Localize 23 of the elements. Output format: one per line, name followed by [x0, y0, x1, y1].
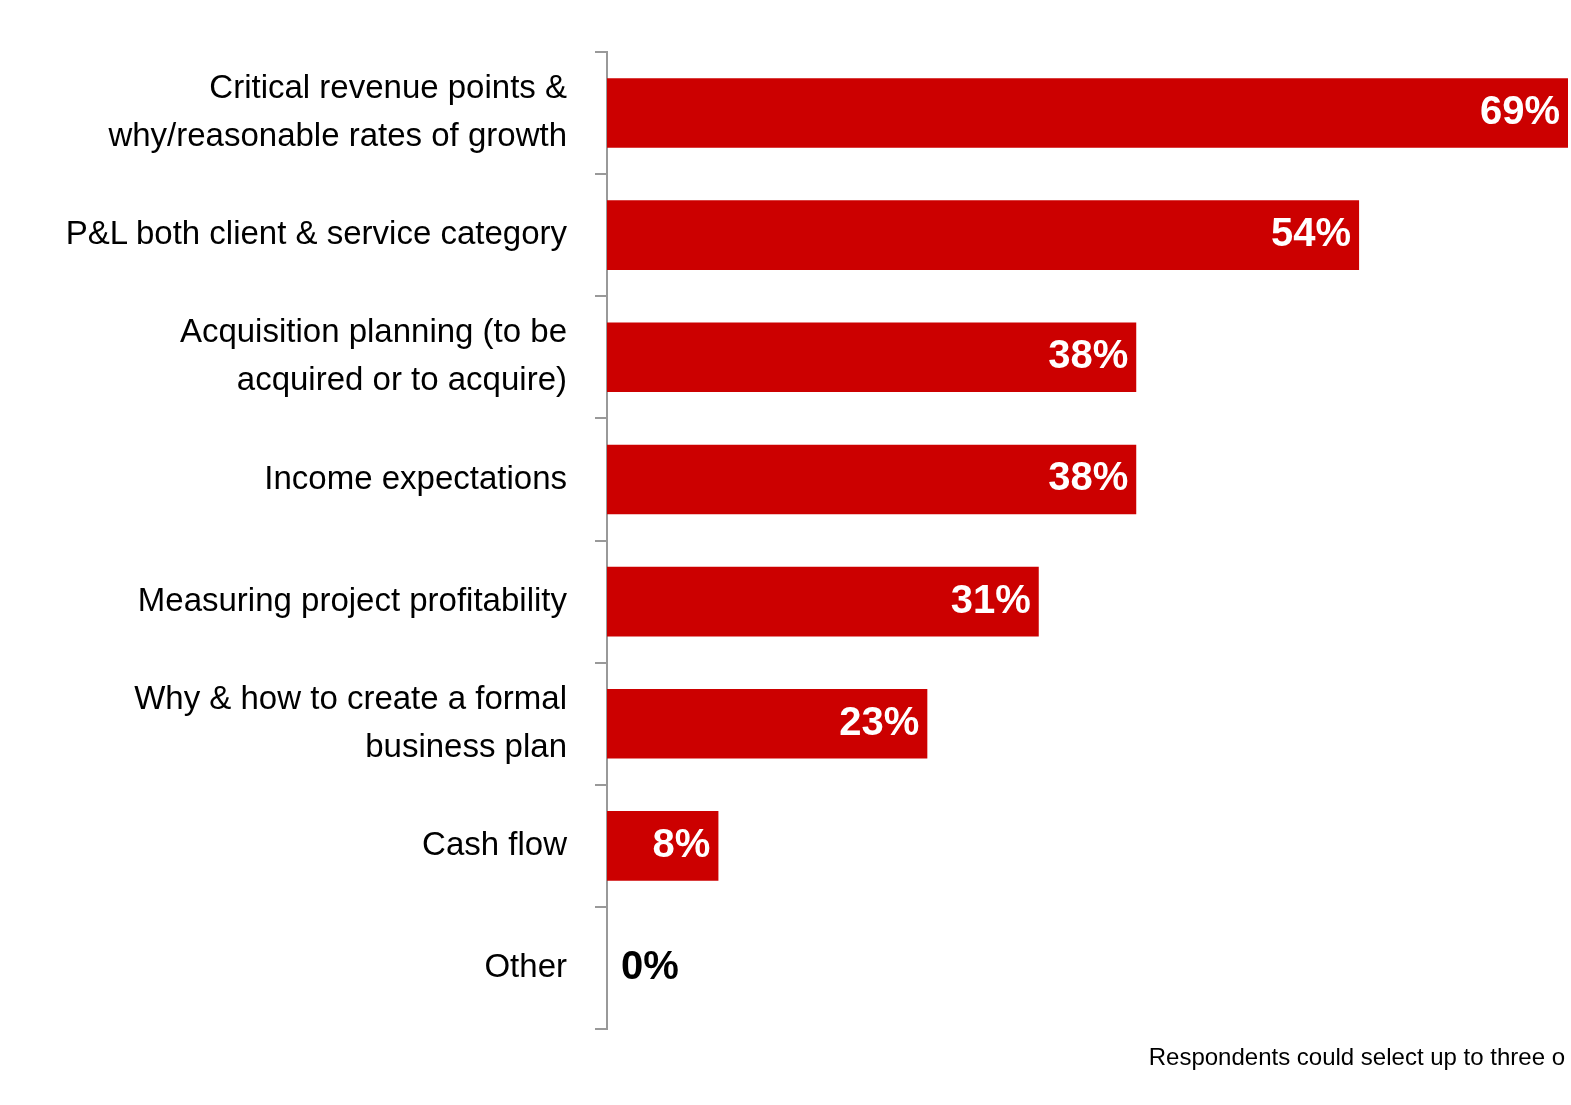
bar — [607, 566, 1039, 637]
data-label: 0% — [621, 943, 679, 988]
bar — [607, 78, 1568, 148]
y-tick-label: Why & how to create a formal business plan — [134, 678, 567, 764]
data-label: 31% — [950, 576, 1031, 621]
bar — [607, 688, 928, 759]
y-tick-label: Income expectations — [264, 458, 567, 496]
text: Respondents could select up to three o — [1148, 1042, 1565, 1070]
data-label: 38% — [1048, 332, 1129, 377]
y-tick-label: Acquisition planning (to be acquired or to acquire) — [179, 312, 567, 398]
y-tick-label: Other — [484, 947, 567, 985]
data-label: 38% — [1048, 454, 1129, 499]
y-tick-label: Cash flow — [422, 825, 568, 863]
data-label: 23% — [839, 698, 920, 743]
data-label: 69% — [1479, 88, 1560, 133]
y-tick-label: P&L both client & service category — [65, 214, 568, 252]
bar — [607, 444, 1137, 515]
bar — [607, 200, 1360, 270]
data-label: 8% — [652, 820, 711, 865]
bar — [607, 322, 1137, 393]
data-label: 54% — [1271, 210, 1352, 255]
y-tick-label: Measuring project profitability — [137, 580, 568, 618]
y-tick-label: Critical revenue points & why/reasonable rates of growth — [107, 68, 567, 154]
